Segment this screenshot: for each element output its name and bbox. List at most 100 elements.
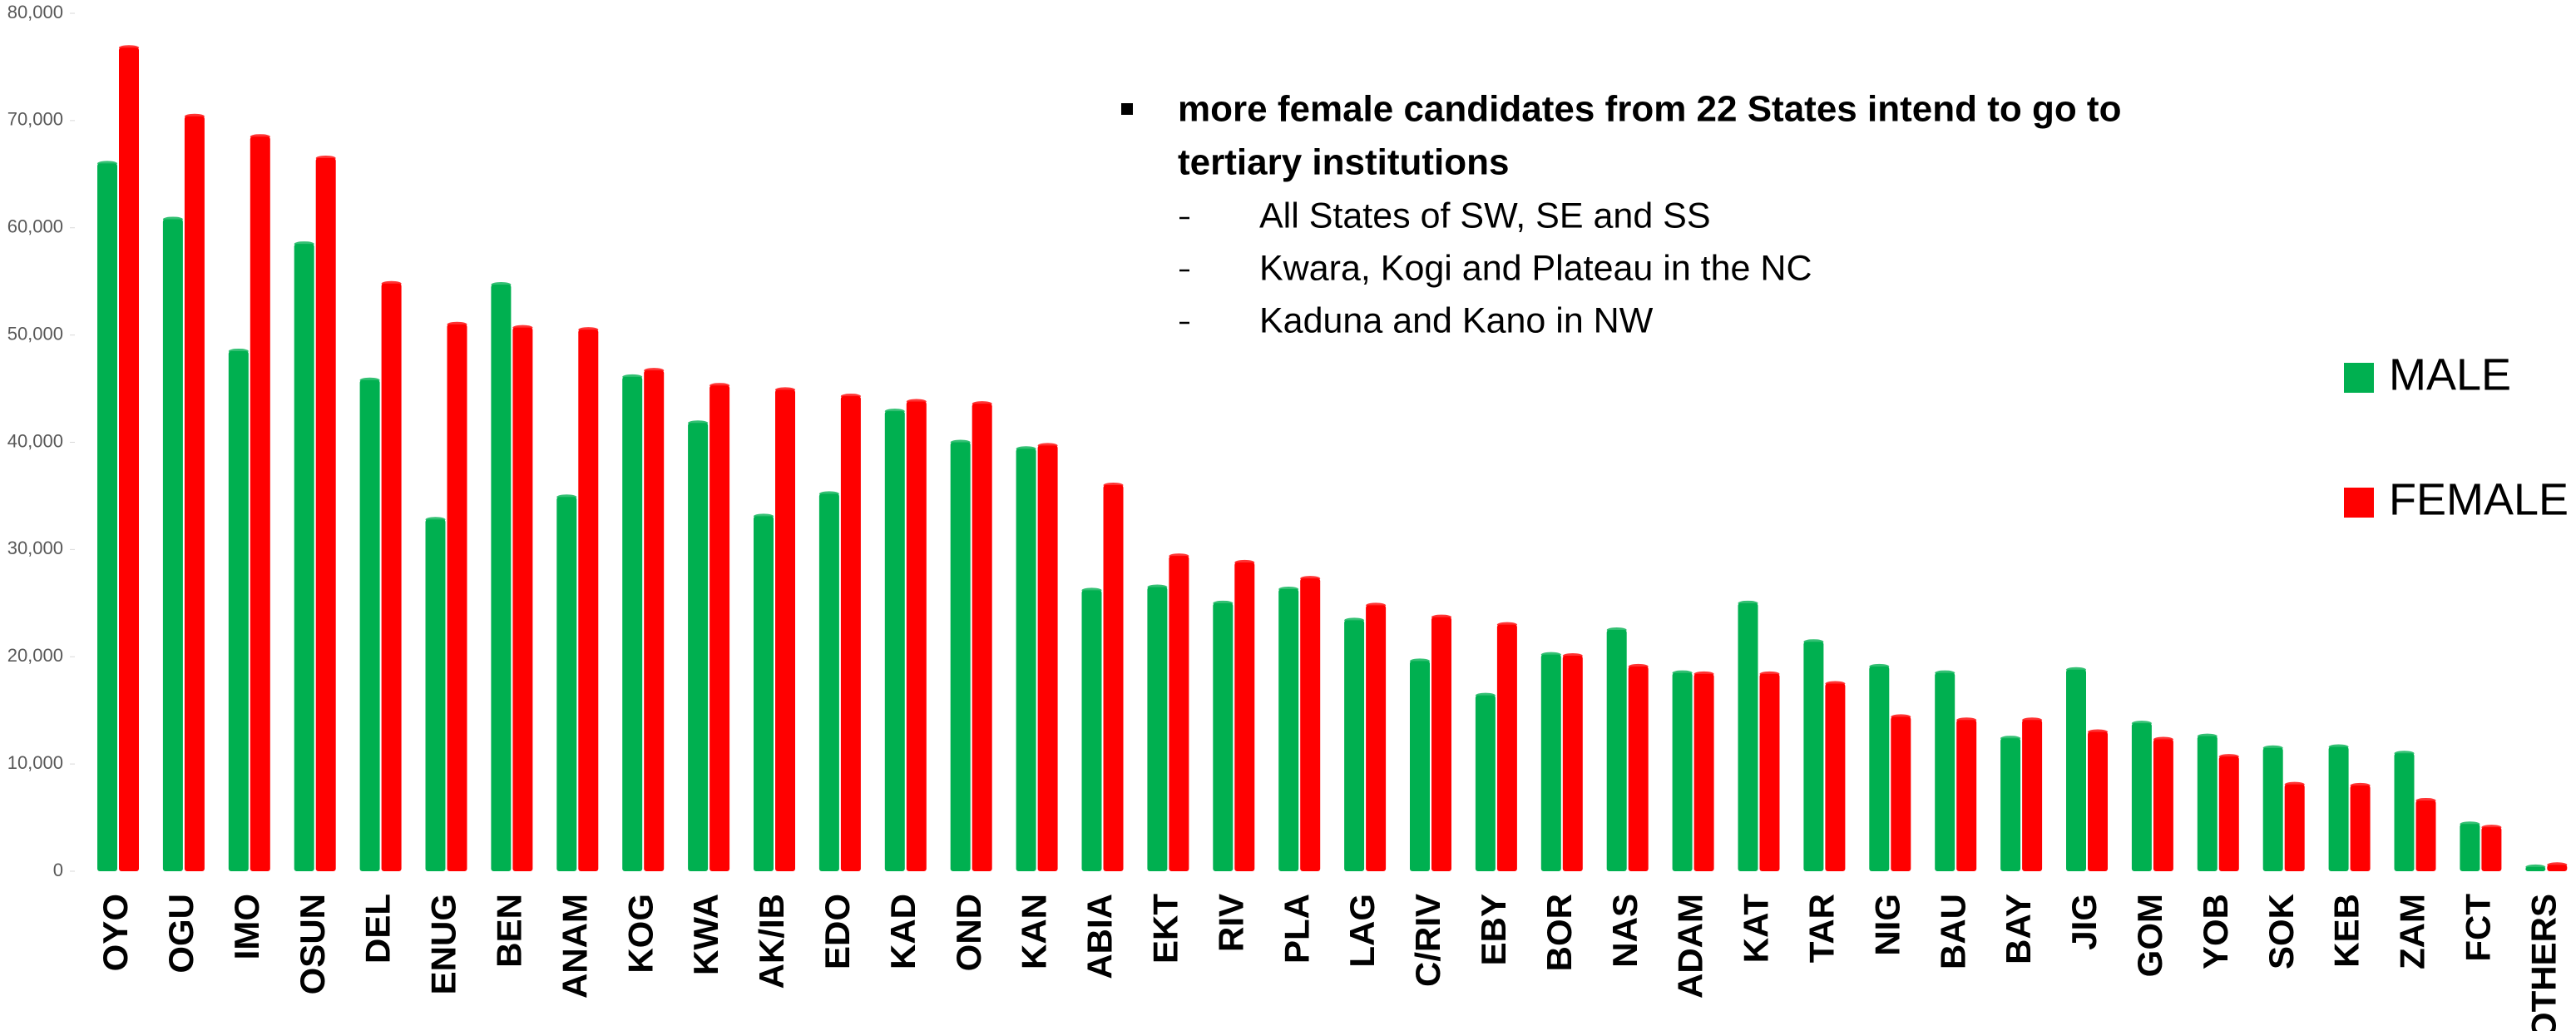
bar-cap	[710, 383, 730, 389]
bar-cap	[491, 282, 512, 288]
bar	[2481, 827, 2502, 871]
bar	[578, 330, 599, 871]
bar	[2262, 747, 2283, 871]
bar	[119, 47, 139, 872]
x-tick-label: BAY	[1999, 894, 2038, 964]
x-tick-label: PLA	[1277, 894, 1316, 964]
bar-cap	[228, 348, 249, 354]
x-tick-label: KAN	[1015, 894, 1054, 969]
legend-label: MALE	[2389, 349, 2511, 399]
bar	[1956, 720, 1977, 871]
y-tick-label: 30,000	[7, 538, 63, 558]
bar-cap	[2262, 745, 2283, 751]
bar-cap	[1935, 670, 1955, 676]
bar	[622, 376, 643, 872]
bar	[359, 379, 380, 871]
bar-cap	[775, 387, 795, 393]
x-tick-label: YOB	[2196, 894, 2235, 969]
x-tick-label: FCT	[2458, 894, 2497, 962]
bar-cap	[2066, 667, 2086, 672]
bar-cap	[754, 513, 774, 519]
x-tick-label: AK/IB	[752, 894, 791, 989]
bar-cap	[2000, 736, 2021, 741]
x-tick-label: KAT	[1737, 894, 1776, 964]
x-tick-label: OSUN	[293, 894, 332, 994]
bar	[1366, 605, 1387, 871]
bar	[2153, 739, 2173, 871]
bar	[1803, 642, 1824, 871]
bar-cap	[447, 321, 467, 327]
bar-cap	[1366, 602, 1387, 608]
x-tick-label: DEL	[358, 894, 398, 964]
x-tick-label: KOG	[621, 894, 660, 974]
bar-cap	[184, 113, 205, 119]
bar-cap	[1213, 600, 1234, 606]
bar-cap	[2547, 862, 2568, 868]
bar	[688, 423, 709, 871]
y-tick-label: 10,000	[7, 752, 63, 773]
bar	[447, 324, 467, 871]
bar-cap	[950, 439, 971, 445]
bar	[2131, 723, 2152, 871]
bar	[1738, 602, 1758, 871]
bar-cap	[1628, 663, 1649, 669]
bar	[2066, 669, 2086, 871]
bar	[1869, 666, 1890, 871]
bar	[1431, 617, 1451, 871]
bar	[1693, 673, 1714, 871]
bar-cap	[2022, 717, 2043, 723]
bar-cap	[2284, 781, 2305, 787]
legend-swatch	[2344, 488, 2374, 518]
bar	[556, 497, 577, 871]
bar-cap	[1825, 681, 1846, 687]
bar-cap	[840, 394, 861, 399]
x-tick-label: RIV	[1211, 894, 1250, 952]
bar	[491, 285, 512, 872]
bar-cap	[250, 134, 270, 140]
bar-cap	[2153, 736, 2173, 742]
bar-cap	[1037, 443, 1058, 449]
bar	[294, 244, 314, 871]
bar	[2088, 731, 2108, 871]
annotation-item: All States of SW, SE and SS	[1259, 196, 1711, 235]
x-tick-label: EBY	[1474, 894, 1513, 965]
bar	[2197, 736, 2218, 871]
bar	[1300, 578, 1321, 871]
bar-cap	[162, 216, 183, 222]
bar-cap	[906, 399, 927, 404]
x-tick-label: TAR	[1802, 894, 1841, 963]
bar-cap	[2481, 825, 2502, 830]
bar-cap	[512, 325, 533, 330]
legend-swatch	[2344, 363, 2374, 393]
bar-cap	[1672, 670, 1693, 676]
y-tick-label: 50,000	[7, 323, 63, 344]
bar-cap	[1891, 714, 1911, 720]
x-tick-label: SOK	[2262, 894, 2301, 969]
bar	[1628, 666, 1649, 871]
x-tick-label: LAG	[1342, 894, 1382, 968]
bar	[2394, 753, 2415, 871]
bar-cap	[2218, 754, 2239, 760]
y-tick-label: 40,000	[7, 430, 63, 451]
bar	[1016, 449, 1036, 871]
bar	[425, 519, 446, 871]
bar	[2000, 738, 2021, 871]
bar-cap	[1540, 652, 1561, 657]
bar-cap	[2088, 729, 2108, 735]
bar-cap	[315, 155, 336, 161]
bar	[710, 385, 730, 871]
bar-cap	[2525, 864, 2546, 870]
bar	[1540, 654, 1561, 871]
x-tick-label: OGU	[161, 894, 200, 974]
bar	[950, 442, 971, 871]
bar	[1081, 590, 1102, 871]
bar-cap	[1300, 576, 1321, 582]
annotation-item: Kwara, Kogi and Plateau in the NC	[1259, 248, 1812, 288]
bar	[162, 219, 183, 871]
x-tick-label: BEN	[489, 894, 528, 968]
x-tick-label: OTHERS	[2524, 894, 2563, 1031]
bar-cap	[294, 241, 314, 247]
bar	[1213, 602, 1234, 871]
